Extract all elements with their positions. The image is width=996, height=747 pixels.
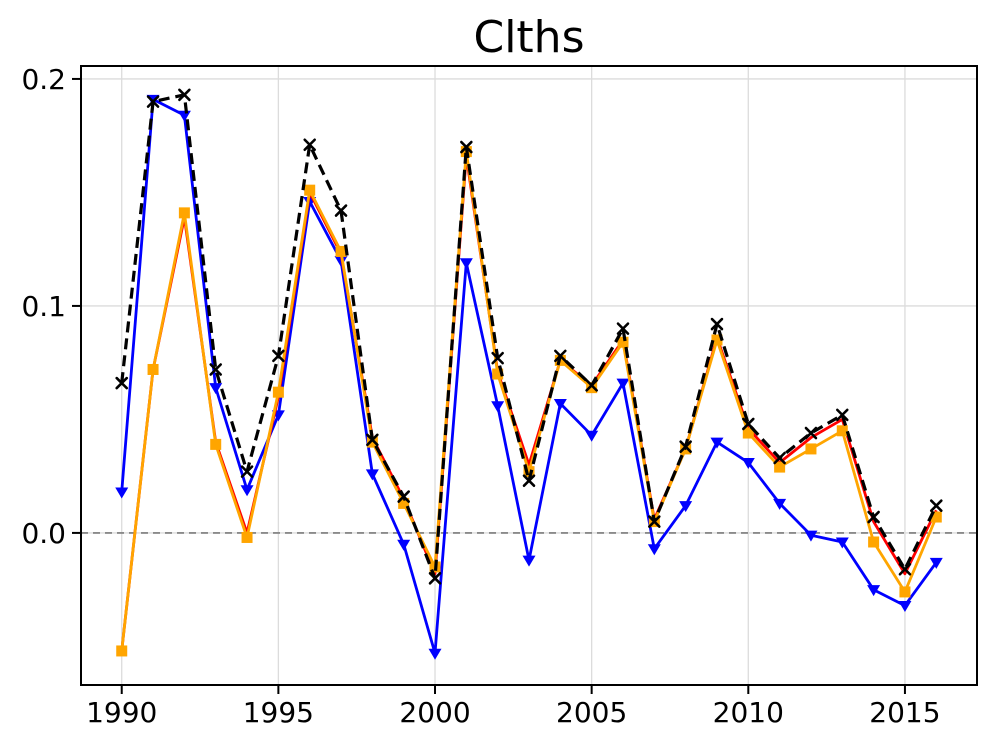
marker-triangle-down bbox=[804, 530, 818, 542]
marker-triangle-down bbox=[177, 110, 191, 122]
marker-triangle-down bbox=[647, 544, 661, 556]
marker-triangle-down bbox=[553, 399, 567, 411]
marker-triangle-down bbox=[585, 430, 599, 442]
marker-x bbox=[773, 451, 786, 465]
marker-triangle-down bbox=[209, 383, 223, 395]
marker-x bbox=[710, 317, 724, 331]
series-line-black-dashed-x bbox=[120, 93, 938, 580]
x-tick-label: 2015 bbox=[869, 696, 940, 729]
marker-square bbox=[116, 645, 128, 657]
marker-x bbox=[616, 322, 630, 335]
marker-square bbox=[868, 536, 880, 548]
plot-border bbox=[80, 65, 978, 686]
marker-x bbox=[146, 95, 160, 108]
marker-x bbox=[679, 440, 692, 453]
marker-x bbox=[428, 572, 442, 585]
x-tick-label: 2000 bbox=[399, 696, 470, 729]
marker-square bbox=[586, 382, 598, 394]
y-tick-label: 0.2 bbox=[21, 63, 66, 96]
marker-square bbox=[398, 497, 410, 509]
x-tick-label: 1990 bbox=[86, 696, 157, 729]
chart-title: Clths bbox=[473, 12, 584, 63]
marker-x bbox=[648, 515, 661, 528]
marker-x bbox=[742, 417, 755, 431]
marker-triangle-down bbox=[741, 458, 755, 470]
marker-square bbox=[492, 368, 504, 380]
marker-triangle-down bbox=[397, 539, 411, 551]
series-blue-triangle-down bbox=[115, 94, 943, 660]
axis-ticks bbox=[72, 77, 906, 694]
marker-triangle-down bbox=[710, 437, 724, 449]
marker-triangle-down bbox=[867, 585, 881, 597]
marker-triangle-down bbox=[835, 537, 849, 549]
marker-x bbox=[178, 88, 191, 102]
marker-triangle-down bbox=[898, 601, 912, 613]
marker-square bbox=[272, 386, 284, 398]
marker-x bbox=[460, 140, 473, 154]
marker-x bbox=[272, 349, 285, 363]
marker-square bbox=[711, 334, 723, 346]
marker-triangle-down bbox=[459, 258, 473, 270]
marker-x bbox=[835, 408, 849, 422]
series-black-dashed-x bbox=[115, 88, 943, 585]
x-axis-tick-labels: 1990 1995 2000 2005 2010 2015 bbox=[86, 696, 940, 729]
axes-spines bbox=[80, 65, 978, 686]
marker-square bbox=[147, 363, 159, 375]
marker-square bbox=[774, 461, 786, 473]
marker-x bbox=[898, 562, 912, 576]
x-tick-label: 1995 bbox=[243, 696, 314, 729]
marker-x bbox=[491, 351, 504, 365]
marker-x bbox=[115, 376, 129, 390]
y-tick-label: 0.0 bbox=[21, 517, 66, 550]
marker-x bbox=[929, 499, 943, 512]
marker-square bbox=[304, 184, 316, 196]
marker-x bbox=[522, 474, 536, 488]
data-series bbox=[115, 88, 943, 660]
marker-x bbox=[585, 379, 598, 392]
marker-square bbox=[930, 511, 942, 523]
marker-square bbox=[241, 531, 253, 543]
marker-square bbox=[523, 466, 535, 478]
marker-x bbox=[397, 490, 410, 503]
marker-square bbox=[210, 438, 222, 450]
marker-x bbox=[334, 204, 348, 217]
marker-square bbox=[805, 443, 817, 455]
marker-square bbox=[335, 245, 347, 257]
y-tick-label: 0.1 bbox=[21, 290, 66, 323]
marker-triangle-down bbox=[773, 498, 787, 510]
marker-x bbox=[366, 433, 379, 447]
marker-x bbox=[303, 138, 316, 152]
marker-x bbox=[554, 349, 567, 363]
marker-triangle-down bbox=[115, 487, 129, 499]
marker-triangle-down bbox=[929, 557, 943, 569]
x-tick-label: 2010 bbox=[713, 696, 784, 729]
marker-square bbox=[617, 336, 629, 348]
marker-square bbox=[899, 586, 911, 598]
marker-square bbox=[836, 425, 848, 437]
marker-triangle-down bbox=[522, 555, 536, 567]
marker-triangle-down bbox=[428, 648, 442, 660]
marker-x bbox=[209, 363, 223, 376]
marker-x bbox=[240, 465, 254, 478]
marker-triangle-down bbox=[616, 378, 630, 390]
marker-x bbox=[867, 510, 880, 524]
marker-triangle-down bbox=[365, 469, 379, 481]
marker-square bbox=[366, 436, 378, 448]
marker-x bbox=[804, 426, 818, 440]
marker-square bbox=[742, 427, 754, 439]
x-tick-label: 2005 bbox=[556, 696, 627, 729]
y-axis-tick-labels: 0.0 0.1 0.2 bbox=[21, 63, 66, 550]
marker-triangle-down bbox=[491, 401, 505, 413]
marker-triangle-down bbox=[679, 501, 693, 513]
marker-square bbox=[178, 207, 190, 219]
marker-triangle-down bbox=[240, 485, 254, 497]
